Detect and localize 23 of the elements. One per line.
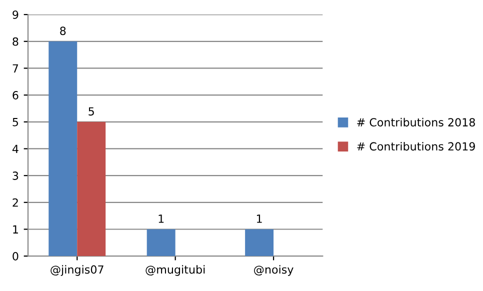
y-tick-label: 8 — [12, 37, 18, 46]
y-tick-label: 9 — [12, 10, 18, 19]
y-tick-label: 7 — [12, 64, 18, 72]
y-tick-label: 0 — [12, 252, 18, 260]
y-tick-label: 5 — [12, 118, 18, 126]
bar — [77, 122, 106, 256]
data-label: 1 — [158, 214, 164, 223]
y-tick-label: 6 — [12, 91, 18, 100]
y-tick-label: 3 — [12, 172, 18, 180]
bar — [146, 229, 176, 256]
x-tick-label: @jingis07 — [50, 265, 104, 276]
legend-label: # Contributions 2018 — [357, 118, 475, 126]
x-tick-label: @noisy — [254, 265, 294, 276]
y-tick-label: 2 — [12, 198, 18, 207]
y-tick-label: 1 — [13, 225, 18, 234]
y-tick-label: 4 — [12, 144, 18, 153]
bar — [245, 229, 274, 256]
x-tick-label: @mugitubi — [146, 265, 205, 276]
data-label: 5 — [88, 107, 94, 116]
legend-label: # Contributions 2019 — [357, 142, 475, 151]
data-label: 1 — [256, 214, 262, 223]
data-label: 8 — [60, 26, 66, 36]
bar — [48, 41, 78, 256]
